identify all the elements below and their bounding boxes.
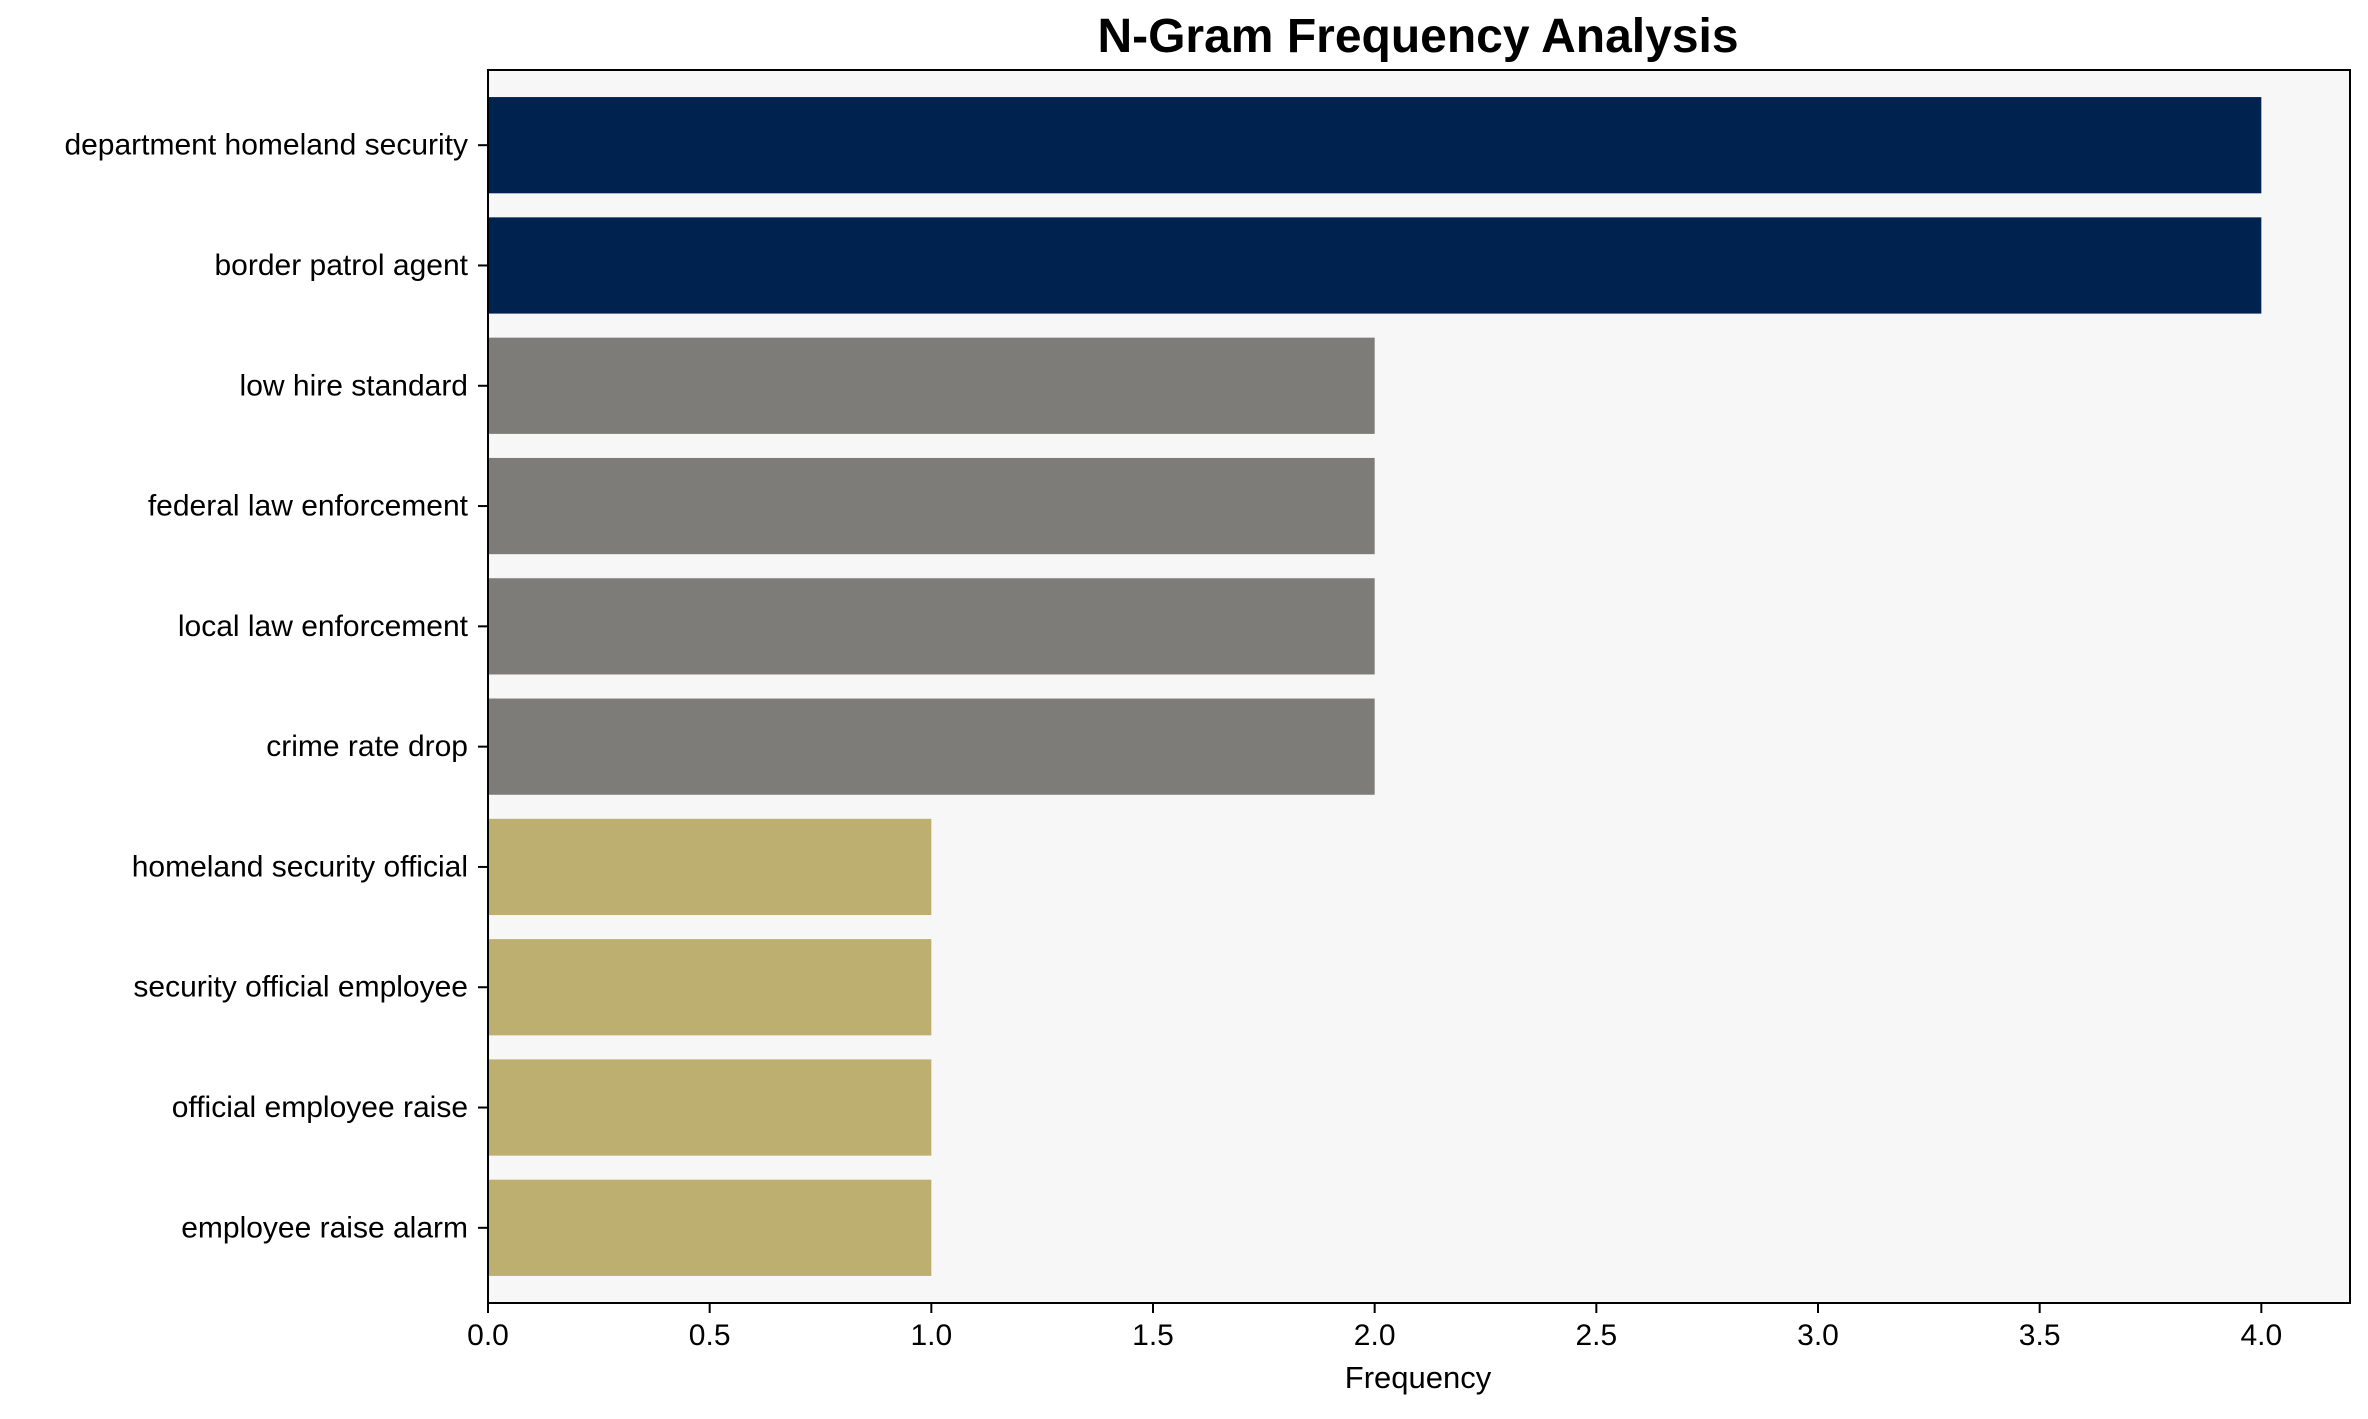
- x-tick-label: 0.0: [467, 1319, 509, 1352]
- x-axis-label: Frequency: [1345, 1360, 1492, 1395]
- y-tick-label: crime rate drop: [266, 730, 468, 763]
- bar: [488, 1059, 932, 1156]
- y-tick-label: security official employee: [133, 971, 468, 1004]
- bar: [488, 217, 2262, 314]
- x-tick-label: 3.5: [2019, 1319, 2061, 1352]
- bar: [488, 97, 2262, 194]
- chart-title: N-Gram Frequency Analysis: [1097, 10, 1738, 63]
- y-tick-label: local law enforcement: [178, 610, 469, 643]
- plot-area: department homeland security border patro…: [64, 69, 2351, 1352]
- x-tick-label: 3.0: [1797, 1319, 1839, 1352]
- x-tick-label: 1.0: [910, 1319, 952, 1352]
- bar: [488, 698, 1375, 795]
- y-tick-label: official employee raise: [172, 1091, 468, 1124]
- y-tick-label: employee raise alarm: [181, 1211, 468, 1244]
- x-tick-label: 0.5: [689, 1319, 731, 1352]
- bar: [488, 939, 932, 1036]
- bar: [488, 337, 1375, 434]
- y-tick-label: department homeland security: [64, 129, 468, 162]
- x-tick-label: 2.0: [1354, 1319, 1396, 1352]
- y-tick-label: federal law enforcement: [148, 490, 469, 523]
- bar: [488, 818, 932, 916]
- x-tick-label: 1.5: [1132, 1319, 1174, 1352]
- y-tick-label: homeland security official: [132, 850, 468, 883]
- x-tick-label: 2.5: [1575, 1319, 1617, 1352]
- y-tick-label: low hire standard: [240, 369, 468, 402]
- x-tick-label: 4.0: [2240, 1319, 2282, 1352]
- bar: [488, 1179, 932, 1276]
- bar: [488, 578, 1375, 675]
- axes-frame: [487, 69, 2351, 1304]
- bar: [488, 457, 1375, 555]
- y-tick-label: border patrol agent: [214, 249, 468, 282]
